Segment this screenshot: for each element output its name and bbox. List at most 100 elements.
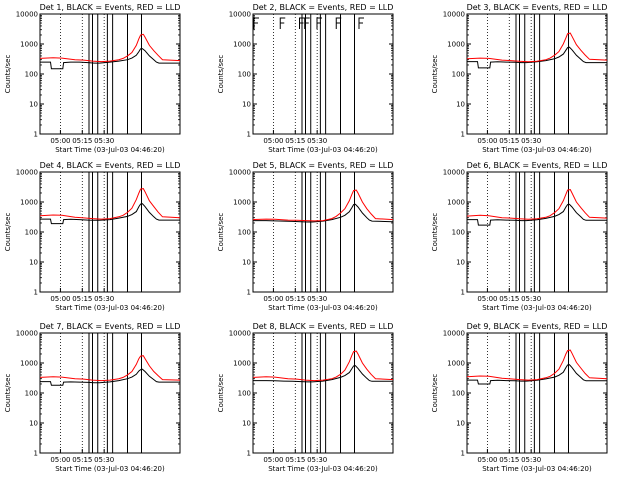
x-axis-label: Start Time (03-Jul-03 04:46:20) (268, 146, 378, 154)
plot-frame (252, 171, 394, 293)
x-axis-label: Start Time (03-Jul-03 04:46:20) (55, 146, 165, 154)
series-lld-line (466, 32, 608, 63)
saturation-marker (335, 17, 342, 29)
panel-det-9: Det 9, BLACK = Events, RED = LLD 1 10 100 10… (431, 322, 608, 473)
x-tick-label: 05:30 (94, 456, 114, 464)
series-events-line (467, 203, 607, 226)
y-tick-label: 100 (25, 71, 38, 79)
panel-title: Det 8, BLACK = Events, RED = LLD (253, 322, 394, 331)
y-tick-label: 100 (25, 229, 38, 237)
x-tick-label: 05:00 (477, 456, 497, 464)
panel-det-5: Det 5, BLACK = Events, RED = LLD 1 10 100 10… (217, 161, 394, 312)
series-lld-line (39, 355, 181, 382)
x-tick-label: 05:15 (72, 456, 92, 464)
x-tick-label: 05:15 (499, 137, 519, 145)
y-tick-label: 1 (461, 289, 465, 297)
series-events-line (40, 203, 180, 225)
series-events-line (40, 368, 180, 386)
y-axis-label: Counts/sec (431, 55, 439, 94)
panel-det-4: Det 4, BLACK = Events, RED = LLD 1 10 100 10… (4, 161, 181, 312)
y-axis-label: Counts/sec (431, 213, 439, 252)
panel-det-1: Det 1, BLACK = Events, RED = LLD 1 10 100 10… (4, 3, 181, 154)
y-tick-label: 1000 (20, 199, 38, 207)
saturation-marker (253, 17, 259, 29)
x-tick-label: 05:15 (499, 456, 519, 464)
y-tick-label: 1 (247, 450, 251, 458)
x-tick-label: 05:00 (477, 137, 497, 145)
y-tick-label: 1 (461, 131, 465, 139)
saturation-marker (299, 17, 305, 29)
plot-frame (466, 171, 608, 293)
x-tick-label: 05:30 (307, 137, 327, 145)
x-tick-label: 05:30 (521, 295, 541, 303)
y-axis-label: Counts/sec (431, 374, 439, 413)
y-tick-label: 10 (456, 259, 465, 267)
series-events-line (253, 365, 393, 383)
y-tick-label: 1000 (233, 360, 251, 368)
y-tick-label: 1 (247, 289, 251, 297)
series-lld-line (252, 189, 394, 222)
y-tick-label: 10000 (443, 169, 465, 177)
y-tick-label: 10000 (16, 11, 38, 19)
y-tick-label: 1 (461, 450, 465, 458)
y-tick-label: 100 (238, 390, 251, 398)
y-tick-label: 10 (29, 259, 38, 267)
x-tick-label: 05:15 (285, 295, 305, 303)
y-tick-label: 100 (25, 390, 38, 398)
y-tick-label: 1000 (447, 41, 465, 49)
x-tick-label: 05:30 (94, 137, 114, 145)
x-axis-label: Start Time (03-Jul-03 04:46:20) (482, 146, 592, 154)
series-lld-line (466, 349, 608, 381)
y-axis-label: Counts/sec (217, 374, 225, 413)
y-tick-label: 1000 (233, 41, 251, 49)
x-tick-label: 05:00 (263, 295, 283, 303)
plot-frame (466, 332, 608, 454)
x-axis-label: Start Time (03-Jul-03 04:46:20) (55, 465, 165, 473)
saturation-marker (316, 17, 322, 29)
x-tick-label: 05:30 (94, 295, 114, 303)
series-events-line (467, 46, 607, 69)
y-tick-label: 10 (456, 101, 465, 109)
panel-det-6: Det 6, BLACK = Events, RED = LLD 1 10 100 10… (431, 161, 608, 312)
y-tick-label: 100 (452, 390, 465, 398)
y-tick-label: 1000 (447, 199, 465, 207)
panel-title: Det 9, BLACK = Events, RED = LLD (467, 322, 608, 331)
x-axis-label: Start Time (03-Jul-03 04:46:20) (268, 465, 378, 473)
y-tick-label: 10 (29, 420, 38, 428)
x-tick-label: 05:00 (263, 456, 283, 464)
y-tick-label: 100 (238, 71, 251, 79)
y-tick-label: 10000 (16, 169, 38, 177)
panel-title: Det 7, BLACK = Events, RED = LLD (40, 322, 181, 331)
x-tick-label: 05:30 (307, 295, 327, 303)
x-tick-label: 05:15 (285, 137, 305, 145)
x-tick-label: 05:15 (72, 137, 92, 145)
x-tick-label: 05:15 (72, 295, 92, 303)
panel-title: Det 2, BLACK = Events, RED = LLD (253, 3, 394, 12)
y-tick-label: 10000 (229, 330, 251, 338)
y-axis-label: Counts/sec (4, 213, 12, 252)
y-axis-label: Counts/sec (217, 213, 225, 252)
x-tick-label: 05:15 (499, 295, 519, 303)
series-lld-line (39, 33, 181, 63)
x-axis-label: Start Time (03-Jul-03 04:46:20) (55, 304, 165, 312)
panel-title: Det 5, BLACK = Events, RED = LLD (253, 161, 394, 170)
panel-det-7: Det 7, BLACK = Events, RED = LLD 1 10 100 10… (4, 322, 181, 473)
plot-frame (252, 332, 394, 454)
y-tick-label: 10000 (443, 11, 465, 19)
y-tick-label: 100 (452, 229, 465, 237)
y-tick-label: 10 (29, 101, 38, 109)
panel-title: Det 6, BLACK = Events, RED = LLD (467, 161, 608, 170)
x-tick-label: 05:00 (477, 295, 497, 303)
plot-frame (39, 171, 181, 293)
saturation-marker (304, 17, 310, 29)
y-tick-label: 1 (34, 289, 38, 297)
y-tick-label: 1000 (233, 199, 251, 207)
plot-frame (39, 332, 181, 454)
saturation-marker (279, 17, 286, 29)
x-tick-label: 05:00 (50, 137, 70, 145)
y-axis-label: Counts/sec (4, 55, 12, 94)
x-tick-label: 05:30 (307, 456, 327, 464)
x-tick-label: 05:00 (50, 295, 70, 303)
y-tick-label: 1000 (20, 41, 38, 49)
